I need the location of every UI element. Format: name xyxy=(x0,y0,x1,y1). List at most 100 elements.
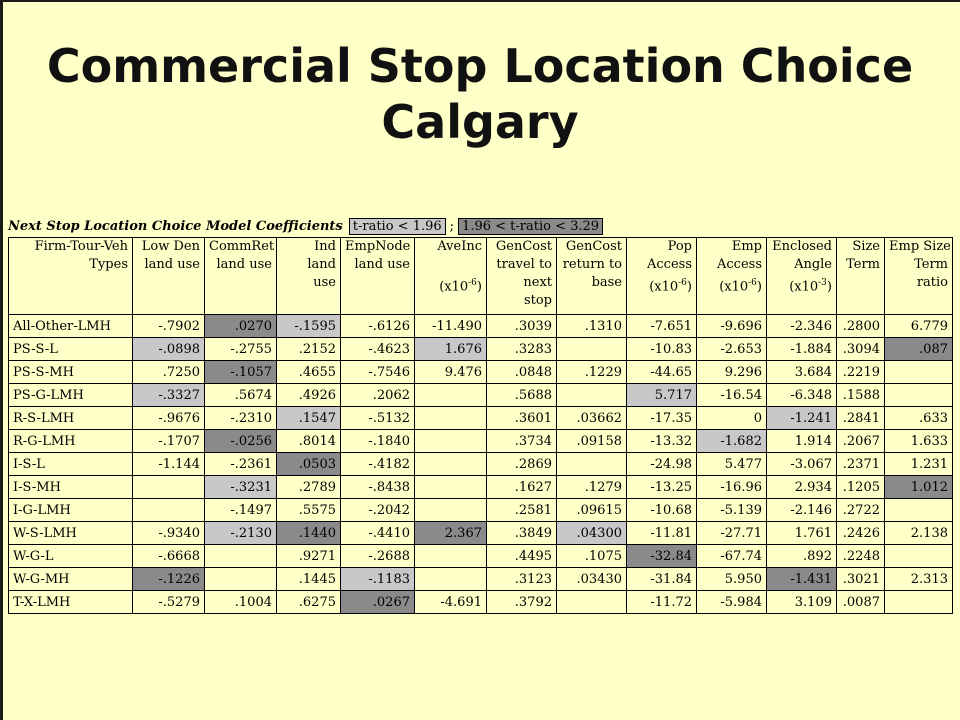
coefficient-cell: -.2688 xyxy=(340,544,415,568)
coefficient-cell: -.1226 xyxy=(132,567,205,591)
table-row: PS-S-L -.0898 -.2755.2152 -.4623 1.676.3283 -… xyxy=(8,337,953,361)
coefficient-cell: 3.109 xyxy=(766,590,837,614)
coefficient-cell: -7.651 xyxy=(626,314,697,338)
coefficient-cell: 2.138 xyxy=(884,521,953,545)
coefficient-cell: -.9676 xyxy=(132,406,205,430)
column-header: Emp Size Term ratio xyxy=(884,237,953,315)
coefficient-cell: .2371 xyxy=(836,452,885,476)
coefficient-cell: 2.367 xyxy=(414,521,487,545)
coefficient-cell: -.1595 xyxy=(276,314,341,338)
coefficient-cell: .5575 xyxy=(276,498,341,522)
table-row: R-G-LMH -.1707 -.0256.8014 -.1840 .3734.0915… xyxy=(8,429,953,453)
coefficient-cell: -9.696 xyxy=(696,314,767,338)
row-type-label: PS-S-MH xyxy=(8,360,133,384)
table-row: W-G-MH -.1226 .1445 -.1183 .3123.03430 -31.84… xyxy=(8,567,953,591)
coefficient-cell: -2.653 xyxy=(696,337,767,361)
coefficient-cell: .892 xyxy=(766,544,837,568)
column-header: Size Term xyxy=(836,237,885,315)
coefficient-cell xyxy=(884,590,953,614)
column-header: Enclosed Angle (x10-3) xyxy=(766,237,837,315)
coefficient-cell: .4495 xyxy=(486,544,557,568)
coefficient-cell: 1.012 xyxy=(884,475,953,499)
coefficient-cell xyxy=(132,498,205,522)
coefficient-cell xyxy=(884,360,953,384)
coefficient-cell: .0848 xyxy=(486,360,557,384)
coefficient-cell: 9.296 xyxy=(696,360,767,384)
coefficient-cell: -44.65 xyxy=(626,360,697,384)
coefficient-cell: .633 xyxy=(884,406,953,430)
column-header-line: stop xyxy=(523,293,552,308)
coefficient-cell: .3283 xyxy=(486,337,557,361)
coefficient-cell: .3039 xyxy=(486,314,557,338)
coefficient-cell: 1.676 xyxy=(414,337,487,361)
column-header-line: Size xyxy=(852,239,880,254)
row-type-label: T-X-LMH xyxy=(8,590,133,614)
table-row: R-S-LMH -.9676 -.2310.1547 -.5132 .3601.0366… xyxy=(8,406,953,430)
row-type-label: I-S-MH xyxy=(8,475,133,499)
column-header: Emp Access (x10-6) xyxy=(696,237,767,315)
coefficient-cell: -1.682 xyxy=(696,429,767,453)
coefficient-cell xyxy=(414,383,487,407)
coefficient-cell: -.4410 xyxy=(340,521,415,545)
table-row: W-G-L -.6668 .9271 -.2688 .4495.1075 -32.84 -6… xyxy=(8,544,953,568)
row-type-label: W-G-MH xyxy=(8,567,133,591)
coefficient-cell: -4.691 xyxy=(414,590,487,614)
coefficient-cell: .2426 xyxy=(836,521,885,545)
row-type-label: R-G-LMH xyxy=(8,429,133,453)
coefficient-cell: -31.84 xyxy=(626,567,697,591)
coefficient-cell: .3021 xyxy=(836,567,885,591)
coefficient-cell: .09158 xyxy=(556,429,627,453)
coefficient-cell: .2581 xyxy=(486,498,557,522)
coefficient-cell: -.5279 xyxy=(132,590,205,614)
coefficient-cell xyxy=(414,544,487,568)
column-header-line: land use xyxy=(216,257,272,272)
coefficient-cell xyxy=(414,452,487,476)
coefficient-cell: -1.884 xyxy=(766,337,837,361)
coefficient-cell xyxy=(556,383,627,407)
coefficient-cell: .4926 xyxy=(276,383,341,407)
legend-dark-shade: 1.96 < t-ratio < 3.29 xyxy=(458,217,604,235)
coefficient-cell: -10.68 xyxy=(626,498,697,522)
coefficient-cell: -.0256 xyxy=(204,429,277,453)
coefficient-cell: .2789 xyxy=(276,475,341,499)
slide-title: Commercial Stop Location Choice Calgary xyxy=(0,38,960,150)
column-header-line: Ind xyxy=(314,239,336,254)
coefficient-cell: -.1057 xyxy=(204,360,277,384)
legend-separator: ; xyxy=(449,218,455,234)
coefficient-cell: -32.84 xyxy=(626,544,697,568)
coefficient-cell: .0270 xyxy=(204,314,277,338)
coefficient-cell: .2841 xyxy=(836,406,885,430)
coefficient-cell: .1279 xyxy=(556,475,627,499)
coefficient-cell: .1627 xyxy=(486,475,557,499)
column-header-line: Enclosed xyxy=(772,239,832,254)
coefficient-cell: -.8438 xyxy=(340,475,415,499)
coefficient-cell: .0267 xyxy=(340,590,415,614)
coefficient-cell: -3.067 xyxy=(766,452,837,476)
row-type-label: R-S-LMH xyxy=(8,406,133,430)
coefficient-cell: -10.83 xyxy=(626,337,697,361)
column-header-line: ratio xyxy=(916,275,948,290)
table-row: PS-S-MH .7250 -.1057.4655 -.7546 9.476.0848.… xyxy=(8,360,953,384)
coefficient-cell: -11.490 xyxy=(414,314,487,338)
column-header-line: land xyxy=(307,257,336,272)
column-header-line: Firm-Tour-Veh xyxy=(34,239,128,254)
column-header: Pop Access (x10-6) xyxy=(626,237,697,315)
coefficient-cell: -.3231 xyxy=(204,475,277,499)
coefficient-cell xyxy=(132,475,205,499)
coefficient-cell: -.4623 xyxy=(340,337,415,361)
column-header-line: Low Den xyxy=(141,239,200,254)
column-header-line: Term xyxy=(914,257,948,272)
coefficient-cell: -13.25 xyxy=(626,475,697,499)
coefficient-cell: -2.146 xyxy=(766,498,837,522)
coefficient-cell: .1075 xyxy=(556,544,627,568)
coefficient-cell: -.1707 xyxy=(132,429,205,453)
coefficient-cell: -6.348 xyxy=(766,383,837,407)
column-header: GenCost return to base xyxy=(556,237,627,315)
coefficient-cell: -.6126 xyxy=(340,314,415,338)
table-body: All-Other-LMH -.7902.0270 -.1595 -.6126 -11.… xyxy=(8,314,953,614)
coefficient-cell: .5674 xyxy=(204,383,277,407)
column-header-line: Access xyxy=(647,257,692,272)
coefficient-cell xyxy=(204,544,277,568)
slide-top-border xyxy=(0,0,960,2)
row-type-label: W-G-L xyxy=(8,544,133,568)
